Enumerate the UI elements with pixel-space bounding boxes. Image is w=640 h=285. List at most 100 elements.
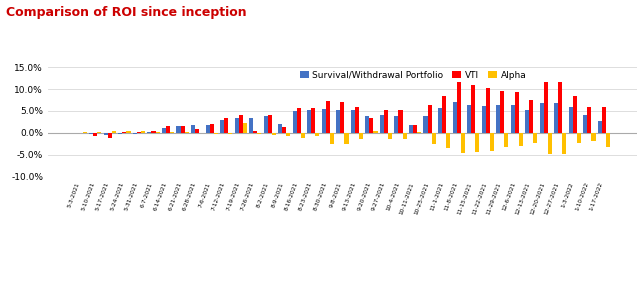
Bar <box>563 133 566 154</box>
Bar <box>529 99 533 133</box>
Bar <box>355 107 359 133</box>
Bar <box>424 116 428 133</box>
Text: Comparison of ROI since inception: Comparison of ROI since inception <box>6 6 247 19</box>
Bar <box>606 133 610 147</box>
Bar <box>292 111 297 133</box>
Bar <box>442 96 446 133</box>
Bar <box>253 131 257 133</box>
Bar <box>239 115 243 133</box>
Bar <box>569 107 573 133</box>
Bar <box>452 102 456 133</box>
Bar <box>220 120 224 133</box>
Bar <box>490 133 494 151</box>
Bar <box>180 126 184 133</box>
Bar <box>162 129 166 133</box>
Bar <box>97 132 102 133</box>
Bar <box>316 133 319 136</box>
Bar <box>297 108 301 133</box>
Bar <box>399 110 403 133</box>
Bar <box>403 133 406 139</box>
Bar <box>519 133 523 146</box>
Bar <box>476 133 479 152</box>
Bar <box>598 121 602 133</box>
Bar <box>268 115 272 133</box>
Bar <box>166 126 170 133</box>
Bar <box>322 109 326 133</box>
Bar <box>127 131 131 133</box>
Bar <box>384 110 388 133</box>
Bar <box>340 102 344 133</box>
Bar <box>224 118 228 133</box>
Bar <box>195 129 199 133</box>
Bar <box>152 131 156 133</box>
Bar <box>301 133 305 138</box>
Bar <box>511 105 515 133</box>
Bar <box>249 118 253 133</box>
Bar <box>583 115 588 133</box>
Bar <box>118 133 122 134</box>
Bar <box>177 126 180 133</box>
Bar <box>471 85 476 133</box>
Bar <box>456 82 461 133</box>
Bar <box>573 96 577 133</box>
Bar <box>525 110 529 133</box>
Bar <box>141 131 145 133</box>
Bar <box>257 133 261 134</box>
Bar <box>374 131 378 133</box>
Bar <box>243 123 247 133</box>
Bar <box>133 133 137 134</box>
Bar <box>394 116 399 133</box>
Bar <box>554 103 558 133</box>
Bar <box>359 133 363 139</box>
Bar <box>438 108 442 133</box>
Bar <box>428 105 431 133</box>
Bar <box>481 106 486 133</box>
Bar <box>351 111 355 133</box>
Bar <box>417 132 421 133</box>
Bar <box>336 110 340 133</box>
Bar <box>602 107 606 133</box>
Bar <box>330 133 334 144</box>
Bar <box>344 133 349 144</box>
Bar <box>93 133 97 136</box>
Bar <box>108 133 112 138</box>
Bar <box>413 125 417 133</box>
Bar <box>90 133 93 134</box>
Bar <box>228 133 232 134</box>
Bar <box>588 107 591 133</box>
Bar <box>112 131 116 133</box>
Bar <box>83 132 87 133</box>
Bar <box>446 133 450 148</box>
Bar <box>461 133 465 152</box>
Bar <box>496 105 500 133</box>
Bar <box>548 133 552 154</box>
Bar <box>577 133 581 143</box>
Bar <box>311 108 316 133</box>
Legend: Survival/Withdrawal Portfolio, VTI, Alpha: Survival/Withdrawal Portfolio, VTI, Alph… <box>296 67 530 84</box>
Bar <box>205 125 209 133</box>
Bar <box>264 116 268 133</box>
Bar <box>191 125 195 133</box>
Bar <box>431 133 436 144</box>
Bar <box>214 133 218 134</box>
Bar <box>282 127 286 133</box>
Bar <box>209 124 214 133</box>
Bar <box>326 101 330 133</box>
Bar <box>409 125 413 133</box>
Bar <box>540 103 544 133</box>
Bar <box>467 105 471 133</box>
Bar <box>486 88 490 133</box>
Bar <box>278 124 282 133</box>
Bar <box>544 82 548 133</box>
Bar <box>558 82 563 133</box>
Bar <box>504 133 508 147</box>
Bar <box>591 133 595 141</box>
Bar <box>533 133 538 143</box>
Bar <box>286 133 291 136</box>
Bar <box>235 118 239 133</box>
Bar <box>307 110 311 133</box>
Bar <box>147 132 152 133</box>
Bar <box>104 133 108 135</box>
Bar <box>380 115 384 133</box>
Bar <box>500 91 504 133</box>
